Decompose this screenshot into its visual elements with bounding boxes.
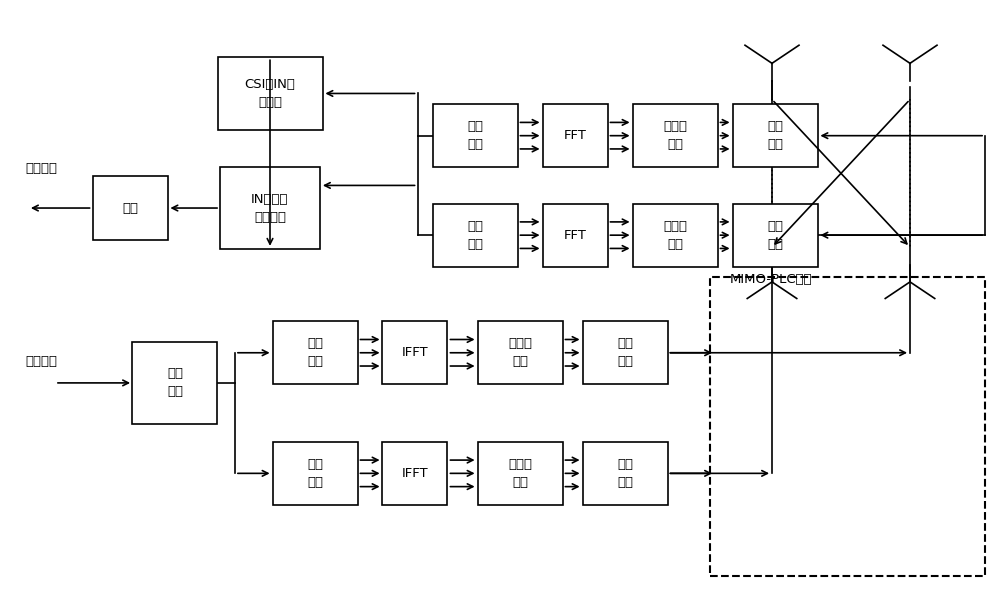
- Text: 串并
变换: 串并 变换: [767, 120, 783, 151]
- Bar: [382, 321, 447, 385]
- Text: 串并
变换: 串并 变换: [767, 219, 783, 251]
- Bar: [272, 441, 358, 505]
- Text: IN消除及
信道均衡: IN消除及 信道均衡: [251, 192, 289, 224]
- Bar: [732, 104, 818, 167]
- Bar: [218, 57, 322, 130]
- Text: CSI与IN联
合估计: CSI与IN联 合估计: [245, 78, 295, 109]
- Text: 去循环
前缀: 去循环 前缀: [663, 120, 687, 151]
- Text: 并串
变换: 并串 变换: [467, 120, 483, 151]
- Bar: [732, 203, 818, 267]
- Text: 去循环
前缀: 去循环 前缀: [663, 219, 687, 251]
- Bar: [132, 342, 217, 423]
- Text: 解调: 解调: [122, 201, 138, 215]
- Bar: [382, 441, 447, 505]
- Bar: [220, 167, 320, 248]
- Text: 加循环
前缀: 加循环 前缀: [508, 458, 532, 489]
- Bar: [542, 104, 608, 167]
- Text: FFT: FFT: [564, 129, 586, 142]
- Text: 输出数据: 输出数据: [25, 162, 57, 175]
- Text: IFFT: IFFT: [402, 346, 428, 359]
- Bar: [710, 277, 985, 576]
- Text: IFFT: IFFT: [402, 467, 428, 480]
- Bar: [633, 104, 718, 167]
- Bar: [633, 203, 718, 267]
- Bar: [272, 321, 358, 385]
- Bar: [478, 441, 562, 505]
- Bar: [542, 203, 608, 267]
- Text: 输入数据: 输入数据: [25, 355, 57, 368]
- Text: 并串
变换: 并串 变换: [617, 458, 633, 489]
- Bar: [582, 321, 668, 385]
- Bar: [432, 203, 518, 267]
- Bar: [582, 441, 668, 505]
- Text: FFT: FFT: [564, 229, 586, 242]
- Text: 调制
编码: 调制 编码: [167, 367, 183, 399]
- Text: 加循环
前缀: 加循环 前缀: [508, 337, 532, 368]
- Text: MIMO-PLC信道: MIMO-PLC信道: [730, 273, 813, 286]
- Bar: [432, 104, 518, 167]
- Text: 并串
变换: 并串 变换: [467, 219, 483, 251]
- Bar: [92, 176, 168, 239]
- Text: 并串
变换: 并串 变换: [617, 337, 633, 368]
- Bar: [478, 321, 562, 385]
- Text: 串并
变换: 串并 变换: [307, 337, 323, 368]
- Text: 串并
变换: 串并 变换: [307, 458, 323, 489]
